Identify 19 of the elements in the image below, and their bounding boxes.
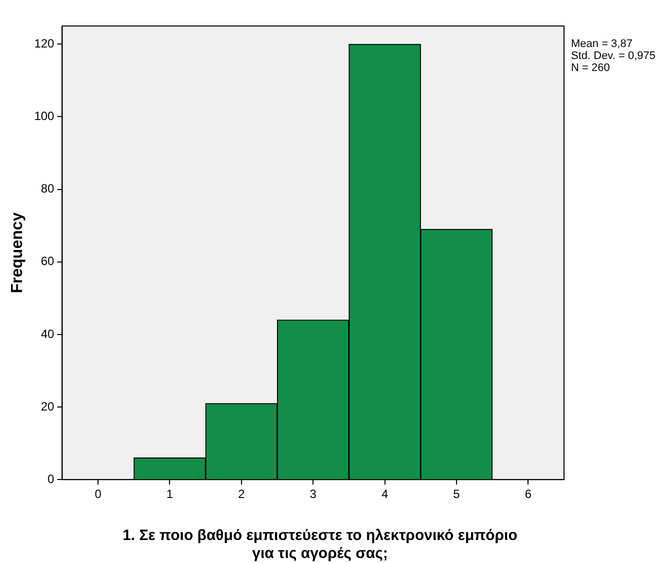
- text: Mean = 3,87: [571, 38, 634, 50]
- y-tick-label: 120: [34, 36, 55, 50]
- x-tick-label: 4: [381, 487, 388, 502]
- x-tick-label: 6: [524, 487, 532, 502]
- y-tick-label: 20: [40, 399, 55, 414]
- x-tick-label: 1: [166, 487, 174, 502]
- y-axis-title: Frequency: [9, 212, 26, 294]
- x-tick-label: 3: [310, 487, 317, 502]
- x-axis-title: 1. Σε ποιο βαθμό εμπιστεύεστε το ηλεκτρονικό εμπόριο για τις αγορές σας;: [122, 527, 518, 563]
- x-tick-label: 5: [453, 487, 460, 502]
- y-tick-label: 40: [40, 326, 55, 341]
- text: N = 260: [571, 62, 611, 74]
- y-tick-label: 100: [34, 109, 55, 124]
- y-tick-label: 80: [40, 182, 55, 196]
- y-tick-label: 0: [48, 472, 55, 486]
- y-tick-label: 60: [40, 254, 55, 268]
- x-tick-label: 0: [94, 487, 102, 502]
- x-tick-label: 2: [238, 487, 246, 502]
- text: Std. Dev. = 0,975: [571, 50, 656, 62]
